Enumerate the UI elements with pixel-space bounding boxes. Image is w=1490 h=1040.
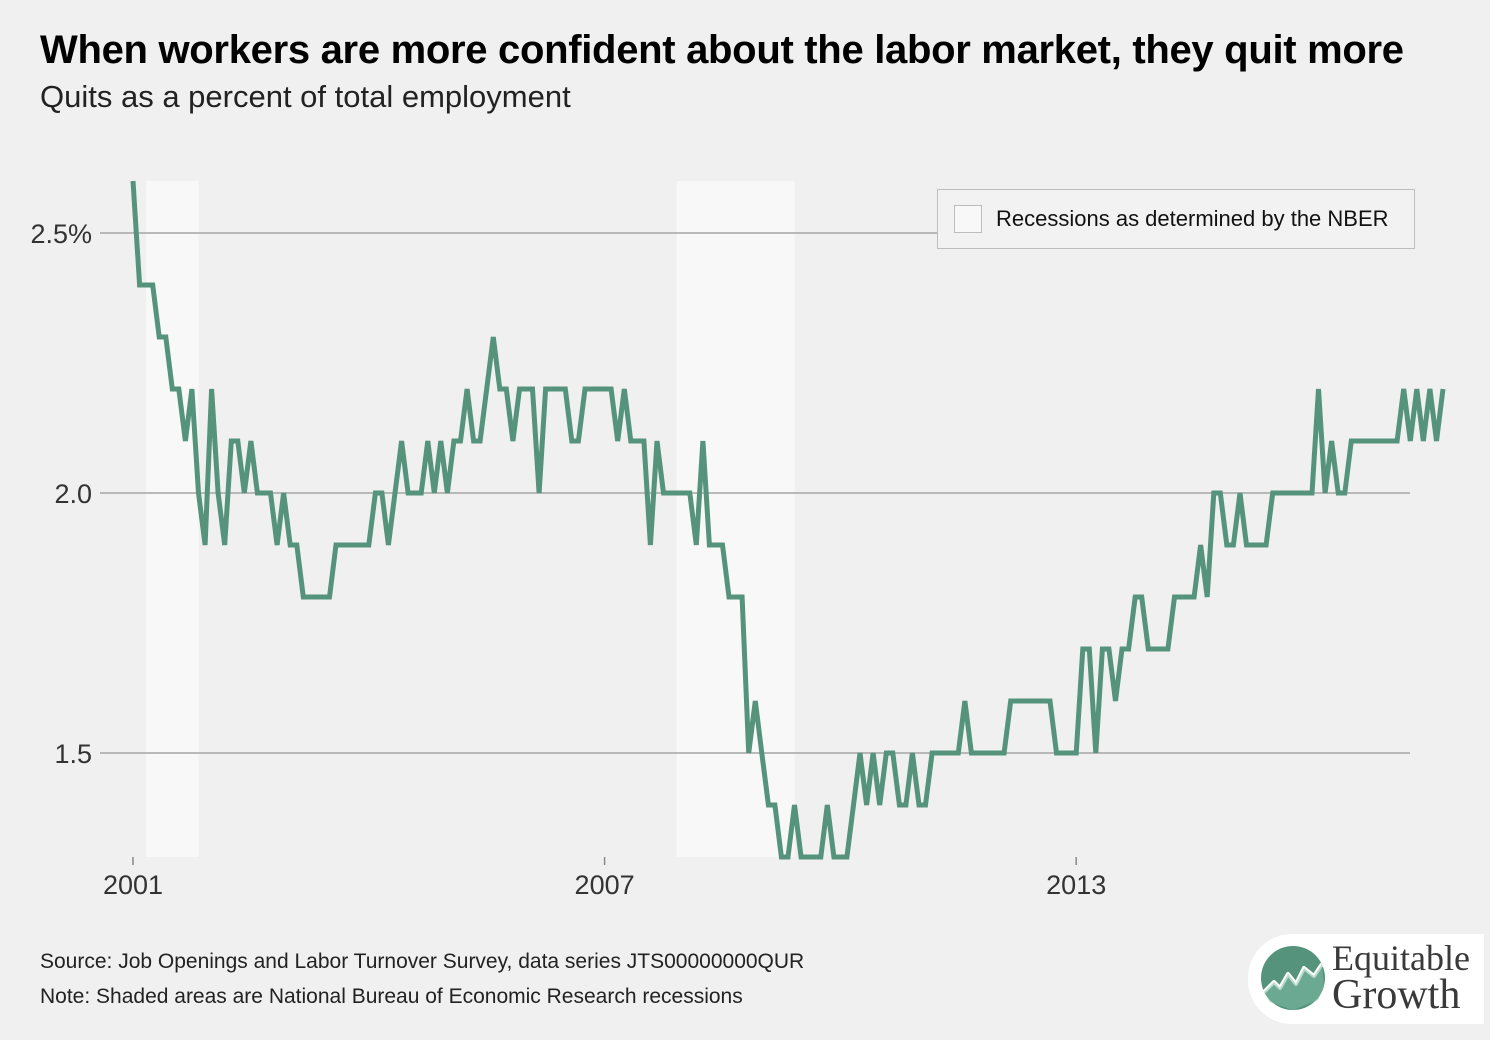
logo-chart-icon	[1261, 946, 1325, 1010]
x-tick-label-2: 2007	[575, 870, 635, 900]
legend: Recessions as determined by the NBER	[937, 189, 1415, 249]
equitable-growth-logo: Equitable Growth	[1248, 934, 1484, 1024]
series-line-1	[130, 180, 1446, 860]
shading-note: Note: Shaded areas are National Bureau o…	[40, 985, 743, 1008]
recession-band-1	[146, 181, 199, 857]
chart-title: When workers are more confident about th…	[40, 28, 1404, 72]
logo-wordmark: Equitable Growth	[1332, 938, 1470, 1018]
y-tick-label-1: 2.5%	[30, 219, 92, 249]
logo-word-equitable: Equitable	[1332, 938, 1470, 978]
x-tick-label-1: 2001	[103, 870, 163, 900]
logo-word-growth: Growth	[1332, 972, 1461, 1018]
y-tick-label-2: 2.0	[54, 479, 92, 509]
source-note: Source: Job Openings and Labor Turnover …	[40, 950, 805, 973]
legend-swatch-recession	[954, 205, 982, 233]
chart-subtitle: Quits as a percent of total employment	[40, 79, 571, 114]
y-tick-label-3: 1.5	[54, 739, 92, 769]
x-tick-label-3: 2013	[1046, 870, 1106, 900]
legend-label-recession: Recessions as determined by the NBER	[996, 206, 1389, 231]
